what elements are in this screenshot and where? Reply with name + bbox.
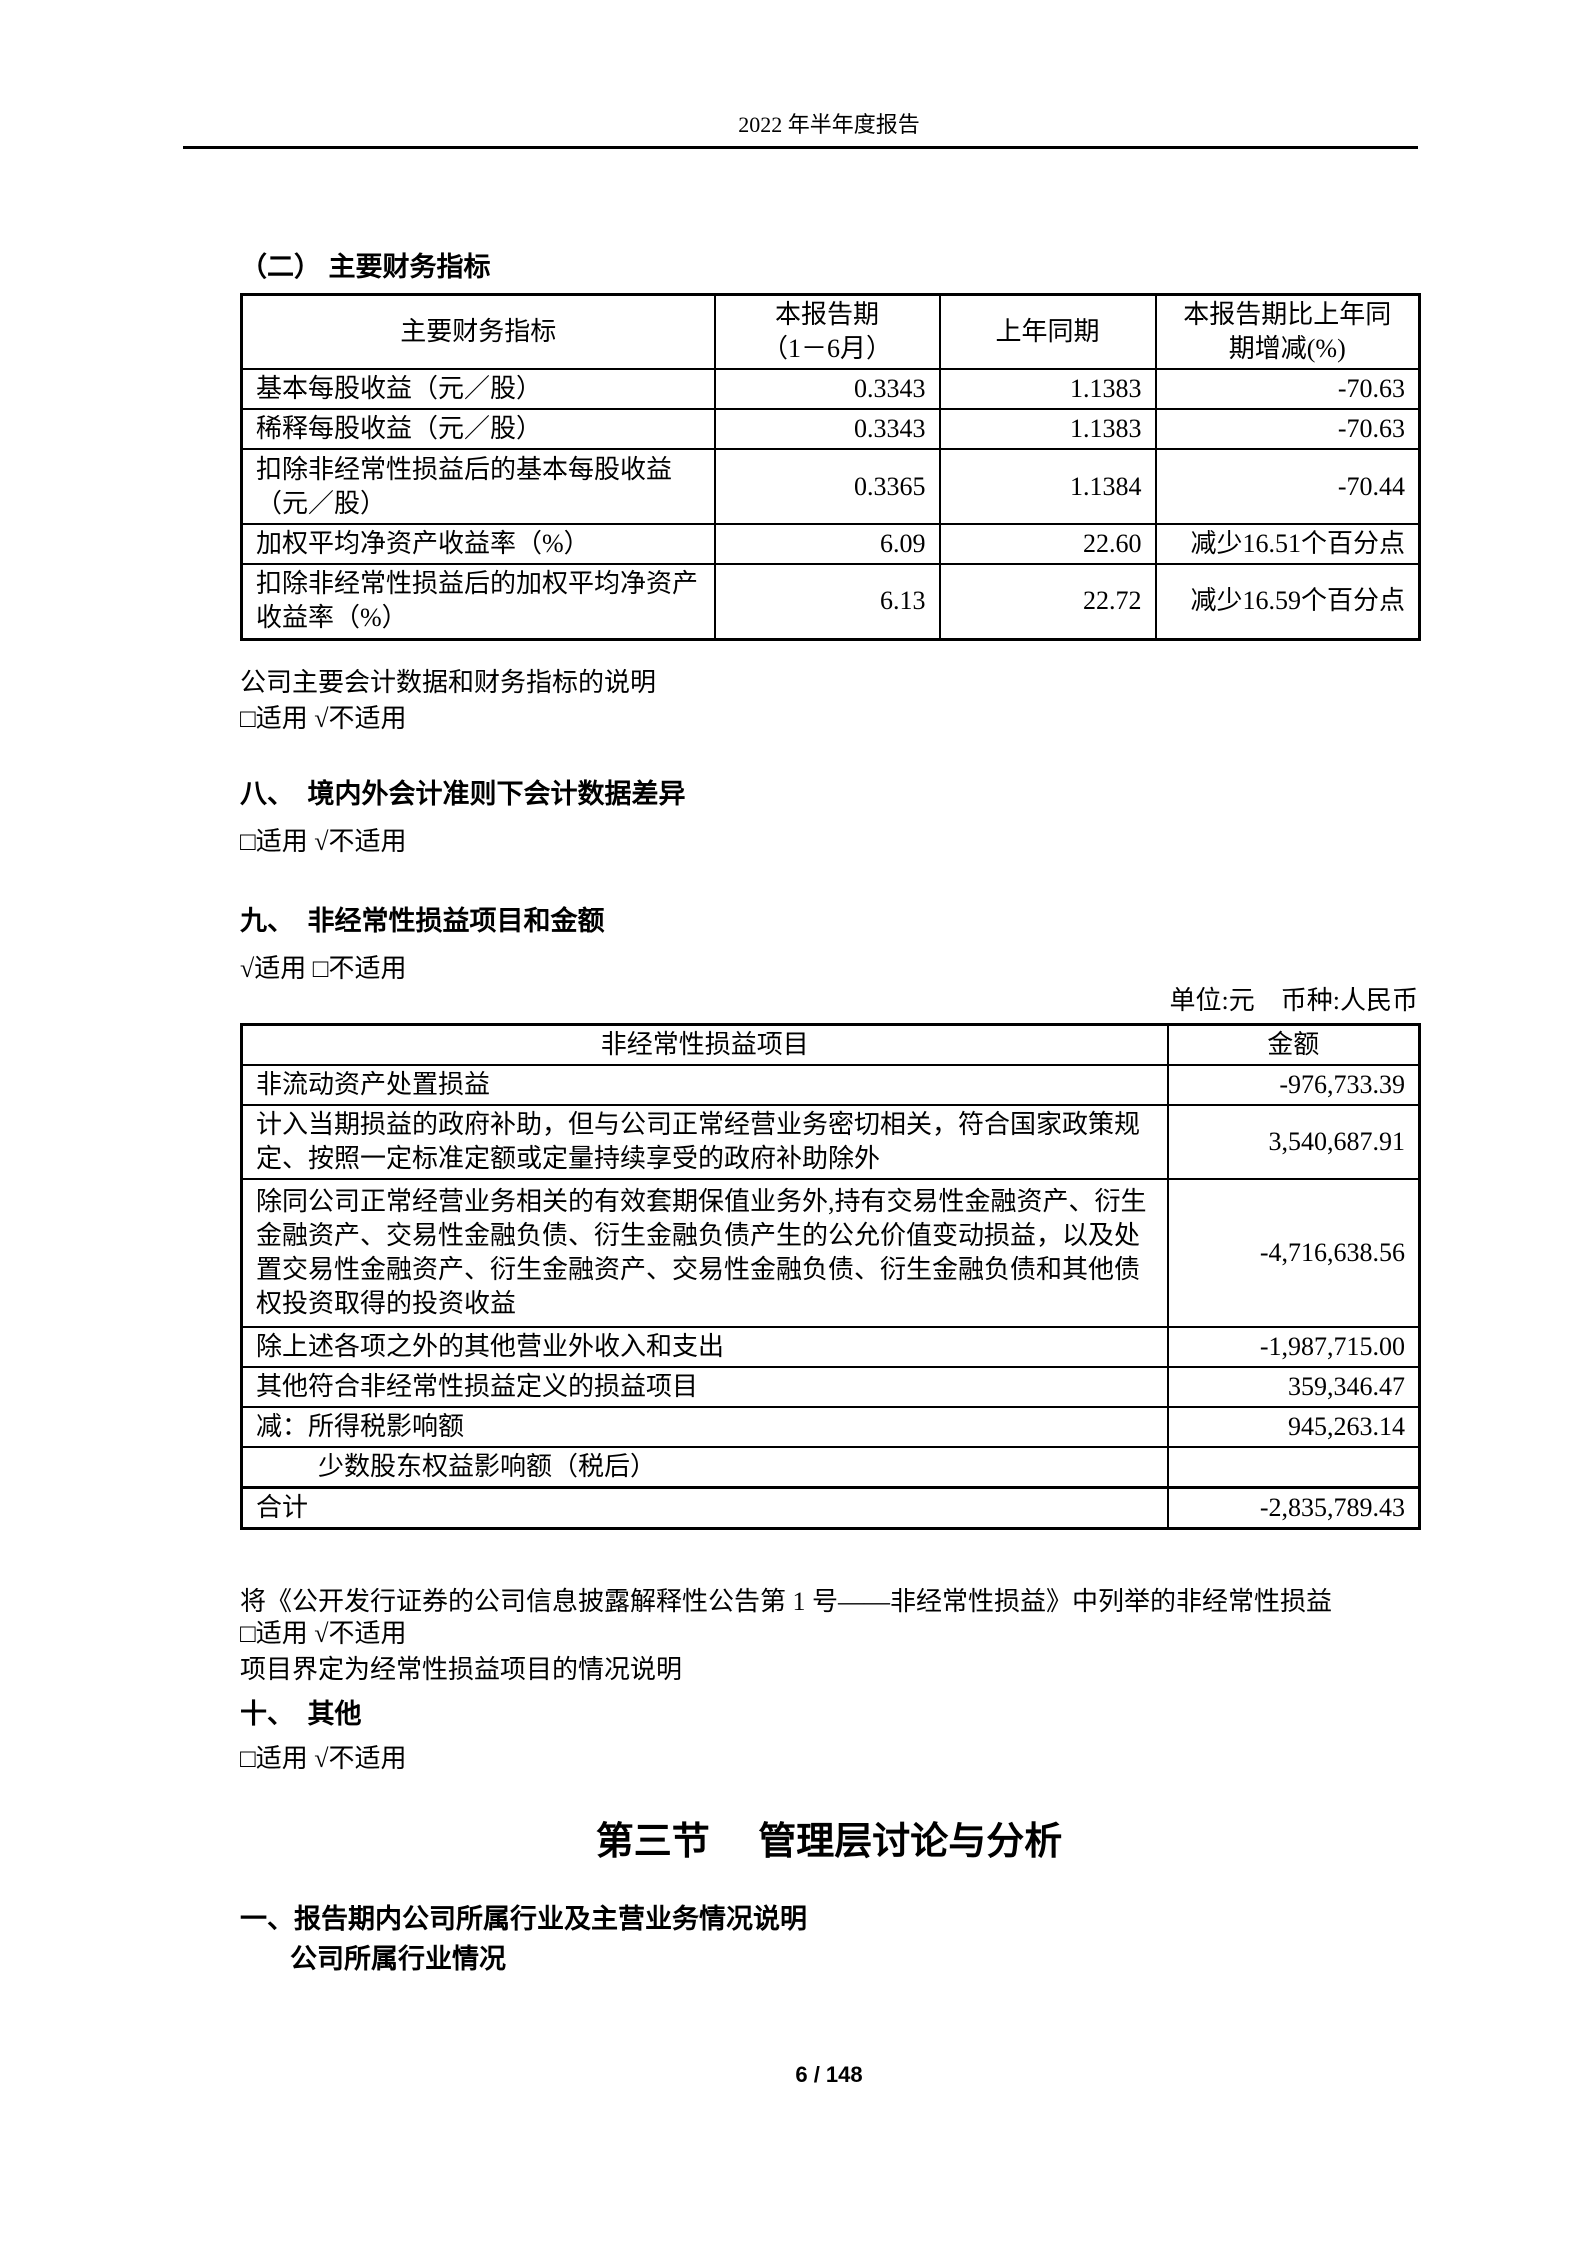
table-cell: 扣除非经常性损益后的基本每股收益（元／股） (240, 448, 716, 525)
table-cell: -2,835,789.43 (1166, 1486, 1421, 1530)
table-cell: 减少16.51个百分点 (1154, 523, 1421, 565)
applicability-line: □适用 √不适用 (240, 1744, 407, 1773)
chapter-title: 第三节 管理层讨论与分析 (595, 1821, 1063, 1863)
section-heading-nine: 九、 非经常性损益项目和金额 (240, 906, 605, 936)
applicability-line: □适用 √不适用 (240, 827, 407, 856)
page-header-title: 2022 年半年度报告 (738, 112, 920, 137)
table-row: 减：所得税影响额 945,263.14 (240, 1406, 1421, 1448)
column-header: 主要财务指标 (240, 293, 716, 370)
table-cell: 0.3343 (713, 368, 941, 410)
table-cell: 计入当期损益的政府补助，但与公司正常经营业务密切相关，符合国家政策规定、按照一定… (240, 1104, 1169, 1180)
table-row: 少数股东权益影响额（税后） (240, 1446, 1421, 1489)
applicability-line: □适用 √不适用 (240, 1619, 407, 1648)
table-cell: 1.1383 (938, 408, 1157, 450)
table-cell: 6.09 (713, 523, 941, 565)
applicability-line: □适用 √不适用 (240, 704, 407, 733)
table-cell: -976,733.39 (1166, 1064, 1421, 1106)
applicability-line: √适用 □不适用 (240, 954, 407, 983)
table-row: 计入当期损益的政府补助，但与公司正常经营业务密切相关，符合国家政策规定、按照一定… (240, 1104, 1421, 1180)
chapter-item1-heading: 一、报告期内公司所属行业及主营业务情况说明 (240, 1904, 807, 1934)
table-cell: 扣除非经常性损益后的加权平均净资产收益率（%） (240, 563, 716, 640)
footer-page-number: 6 / 148 (795, 2062, 863, 2087)
table-row: 基本每股收益（元／股） 0.3343 1.1383 -70.63 (240, 368, 1421, 410)
table-cell: -4,716,638.56 (1166, 1178, 1421, 1328)
indicators-note: 公司主要会计数据和财务指标的说明 (240, 668, 657, 697)
key-financial-indicators-table: 主要财务指标 本报告期 （1－6月） 上年同期 本报告期比上年同 期增减(%) … (240, 293, 1421, 641)
table-row: 合计 -2,835,789.43 (240, 1486, 1421, 1530)
table-cell: 减：所得税影响额 (240, 1406, 1169, 1448)
table-row: 扣除非经常性损益后的加权平均净资产收益率（%） 6.13 22.72 减少16.59个… (240, 563, 1421, 640)
column-header: 非经常性损益项目 (240, 1023, 1169, 1066)
table-cell: 合计 (240, 1486, 1169, 1530)
table-cell: 1.1383 (938, 368, 1157, 410)
column-header: 本报告期 （1－6月） (713, 293, 941, 370)
table-cell: 22.60 (938, 523, 1157, 565)
header-rule (183, 146, 1418, 149)
table-cell: 稀释每股收益（元／股） (240, 408, 716, 450)
table-cell: 3,540,687.91 (1166, 1104, 1421, 1180)
non-recurring-closing-note: 将《公开发行证券的公司信息披露解释性公告第 1 号——非经常性损益》中列举的非经… (240, 1551, 1420, 1721)
table-cell: 基本每股收益（元／股） (240, 368, 716, 410)
column-header: 金额 (1166, 1023, 1421, 1066)
section-heading-ten: 十、 其他 (240, 1699, 362, 1729)
table-cell: 1.1384 (938, 448, 1157, 525)
table-cell: 其他符合非经常性损益定义的损益项目 (240, 1366, 1169, 1408)
section-heading-eight: 八、 境内外会计准则下会计数据差异 (240, 779, 686, 809)
table-cell: -70.44 (1154, 448, 1421, 525)
column-header: 本报告期比上年同 期增减(%) (1154, 293, 1421, 370)
table-cell: 少数股东权益影响额（税后） (240, 1446, 1169, 1489)
table-cell: 非流动资产处置损益 (240, 1064, 1169, 1106)
table-cell: 0.3343 (713, 408, 941, 450)
table-header-row: 非经常性损益项目 金额 (240, 1023, 1421, 1066)
column-header: 上年同期 (938, 293, 1157, 370)
table-cell: -1,987,715.00 (1166, 1326, 1421, 1368)
currency-unit-note: 单位:元 币种:人民币 (1169, 986, 1418, 1015)
table-header-row: 主要财务指标 本报告期 （1－6月） 上年同期 本报告期比上年同 期增减(%) (240, 293, 1421, 370)
table-cell: 6.13 (713, 563, 941, 640)
table-row: 除上述各项之外的其他营业外收入和支出 -1,987,715.00 (240, 1326, 1421, 1368)
non-recurring-items-table: 非经常性损益项目 金额 非流动资产处置损益 -976,733.39 计入当期损益的政… (240, 1023, 1421, 1530)
note-line: 将《公开发行证券的公司信息披露解释性公告第 1 号——非经常性损益》中列举的非经… (240, 1587, 1333, 1616)
table-cell: 359,346.47 (1166, 1366, 1421, 1408)
table-cell: 除同公司正常经营业务相关的有效套期保值业务外,持有交易性金融资产、衍生金融资产、… (240, 1178, 1169, 1328)
table-row: 其他符合非经常性损益定义的损益项目 359,346.47 (240, 1366, 1421, 1408)
table-cell: 945,263.14 (1166, 1406, 1421, 1448)
table-row: 加权平均净资产收益率（%） 6.09 22.60 减少16.51个百分点 (240, 523, 1421, 565)
table-cell: -70.63 (1154, 368, 1421, 410)
table-row: 稀释每股收益（元／股） 0.3343 1.1383 -70.63 (240, 408, 1421, 450)
table-row: 非流动资产处置损益 -976,733.39 (240, 1064, 1421, 1106)
table-cell: 加权平均净资产收益率（%） (240, 523, 716, 565)
table-cell: 除上述各项之外的其他营业外收入和支出 (240, 1326, 1169, 1368)
industry-sub-heading: 公司所属行业情况 (290, 1944, 506, 1974)
note-line: 项目界定为经常性损益项目的情况说明 (240, 1655, 683, 1684)
table-cell: 减少16.59个百分点 (1154, 563, 1421, 640)
table-cell: 22.72 (938, 563, 1157, 640)
table-row: 除同公司正常经营业务相关的有效套期保值业务外,持有交易性金融资产、衍生金融资产、… (240, 1178, 1421, 1328)
table-cell: 0.3365 (713, 448, 941, 525)
section-heading-key-indicators: （二） 主要财务指标 (240, 252, 491, 282)
table-cell (1166, 1446, 1421, 1489)
table-row: 扣除非经常性损益后的基本每股收益（元／股） 0.3365 1.1384 -70.44 (240, 448, 1421, 525)
table-cell: -70.63 (1154, 408, 1421, 450)
